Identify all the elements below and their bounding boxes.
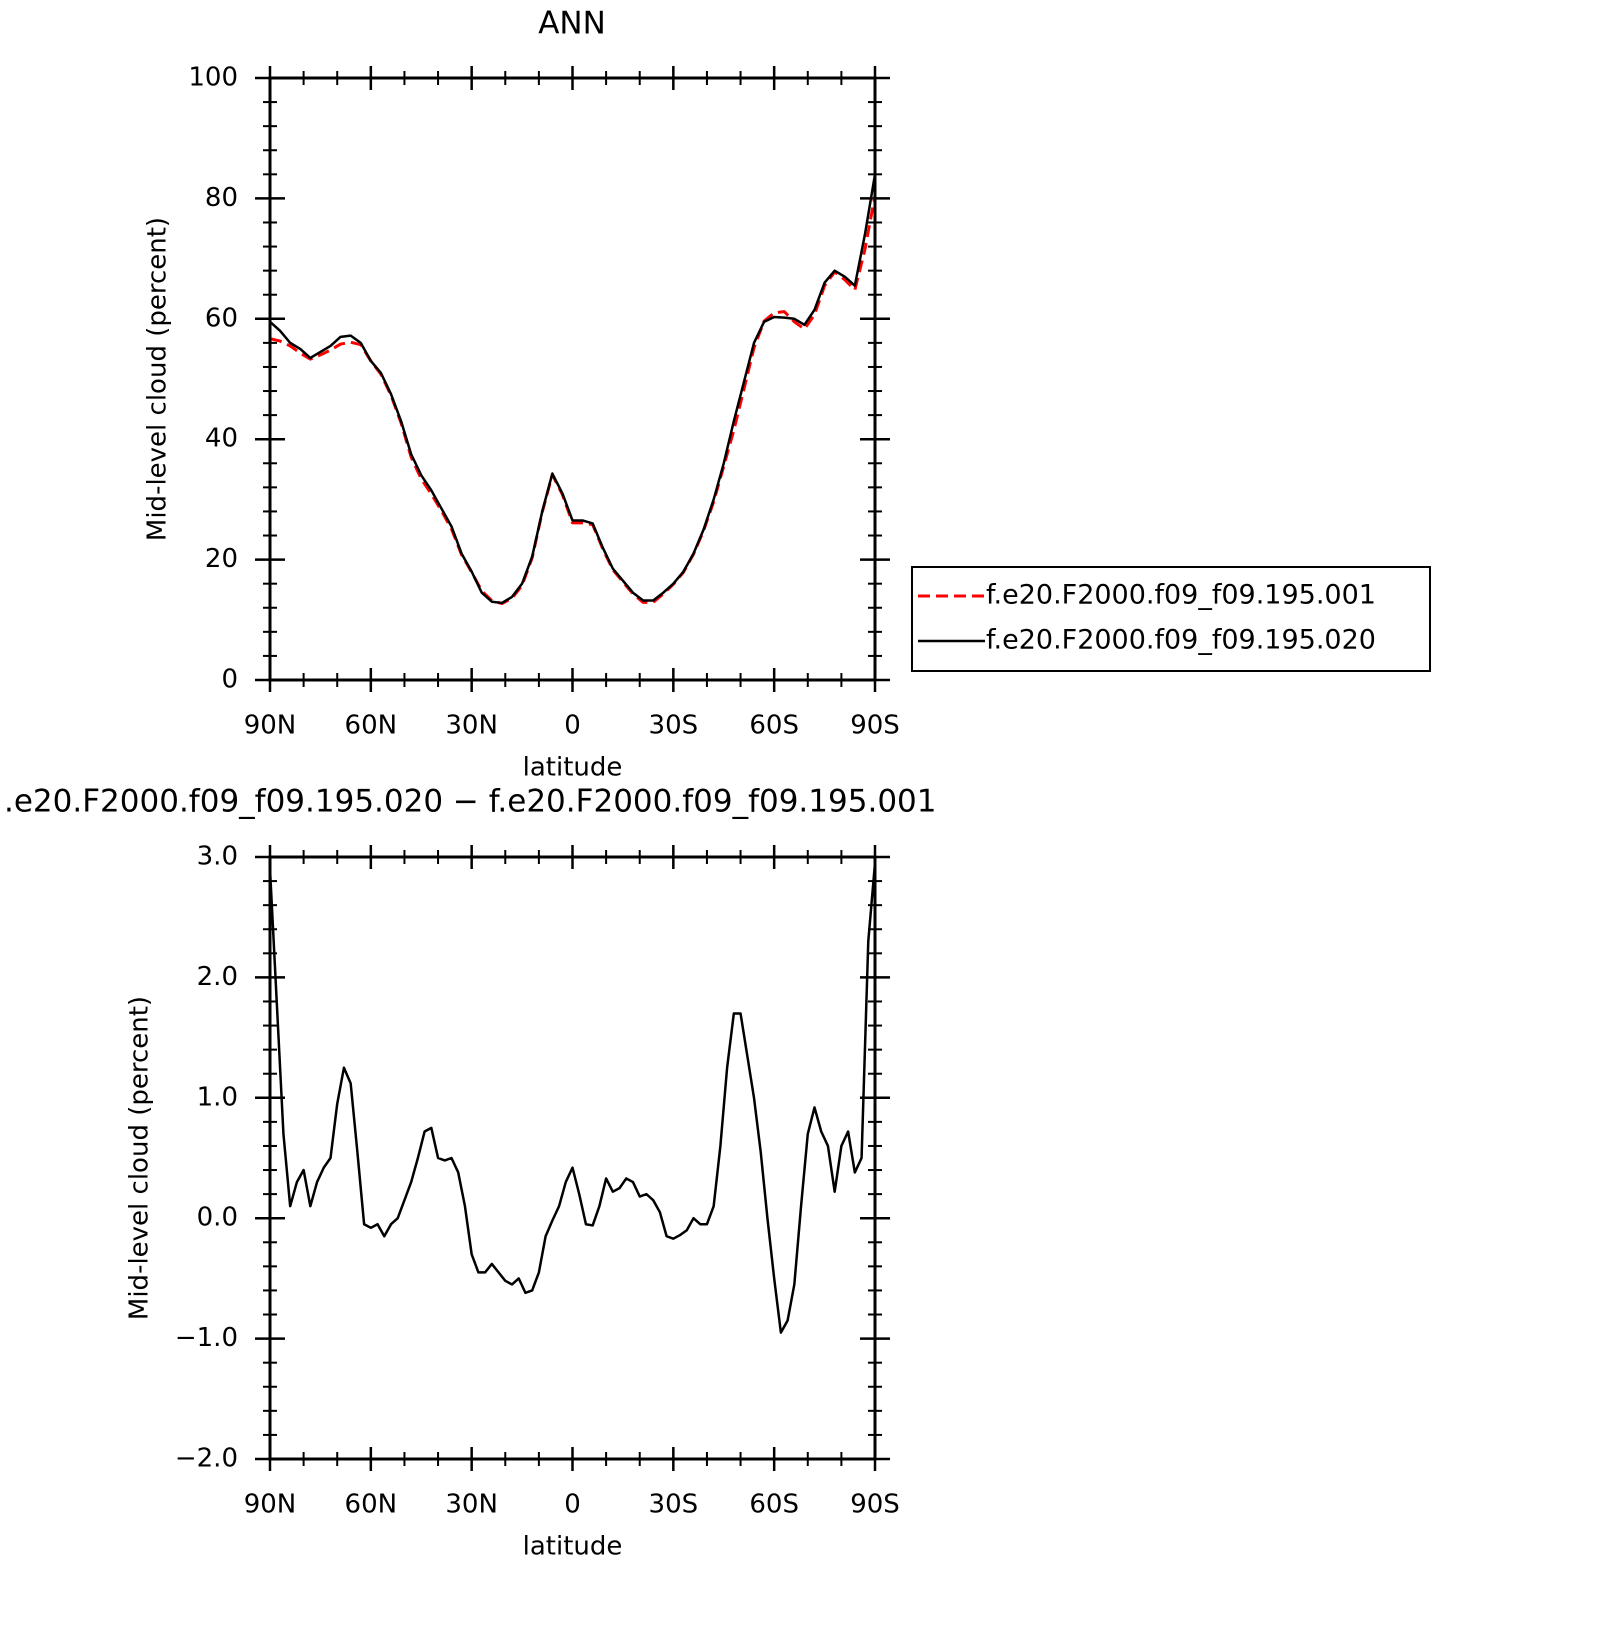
panel: .e20.F2000.f09_f09.195.020 − f.e20.F2000… [4,784,936,1562]
y-tick-label: 80 [205,183,238,213]
y-tick-label: 20 [205,544,238,574]
panel: ANN latitude Mid-level cloud (percent) 90N 6… [143,6,1431,783]
y-tick-label: 1.0 [197,1082,238,1112]
y-tick-label: 0.0 [197,1203,238,1233]
plot-frame [268,855,877,1461]
chart-title: .e20.F2000.f09_f09.195.020 − f.e20.F2000… [4,784,936,820]
x-axis-label: latitude [523,753,623,783]
x-tick-label: 90N [244,711,297,741]
y-tick-label: 40 [205,424,238,454]
x-tick-label: 60S [749,1490,799,1520]
x-tick-label: 0 [564,1490,581,1520]
x-axis-label: latitude [523,1532,623,1562]
x-tick-label: 90N [244,1490,297,1520]
x-tick-label: 30S [649,1490,699,1520]
x-tick-label: 60N [345,711,398,741]
series-line [269,174,877,605]
x-tick-label: 0 [564,711,581,741]
x-tick-label: 30S [649,711,699,741]
y-axis-label: Mid-level cloud (percent) [143,217,173,541]
chart-title: ANN [538,6,606,42]
x-tick-label: 30N [445,1490,498,1520]
legend-label: f.e20.F2000.f09_f09.195.020 [986,625,1376,656]
series-line [268,862,877,1334]
x-tick-label: 60N [345,1490,398,1520]
y-tick-label: 0 [221,665,238,695]
y-tick-label: 3.0 [197,842,238,872]
y-tick-label: 60 [205,303,238,333]
x-tick-label: 90S [850,711,900,741]
series-line [269,195,877,606]
y-tick-label: −2.0 [175,1444,238,1474]
x-tick-label: 60S [749,711,799,741]
legend-label: f.e20.F2000.f09_f09.195.001 [986,580,1376,611]
y-axis-label: Mid-level cloud (percent) [125,996,155,1320]
y-tick-label: −1.0 [175,1323,238,1353]
x-tick-label: 90S [850,1490,900,1520]
y-tick-label: 100 [188,63,238,93]
x-tick-label: 30N [445,711,498,741]
plot-frame [268,76,877,682]
legend-box [911,566,1431,672]
y-tick-label: 2.0 [197,962,238,992]
